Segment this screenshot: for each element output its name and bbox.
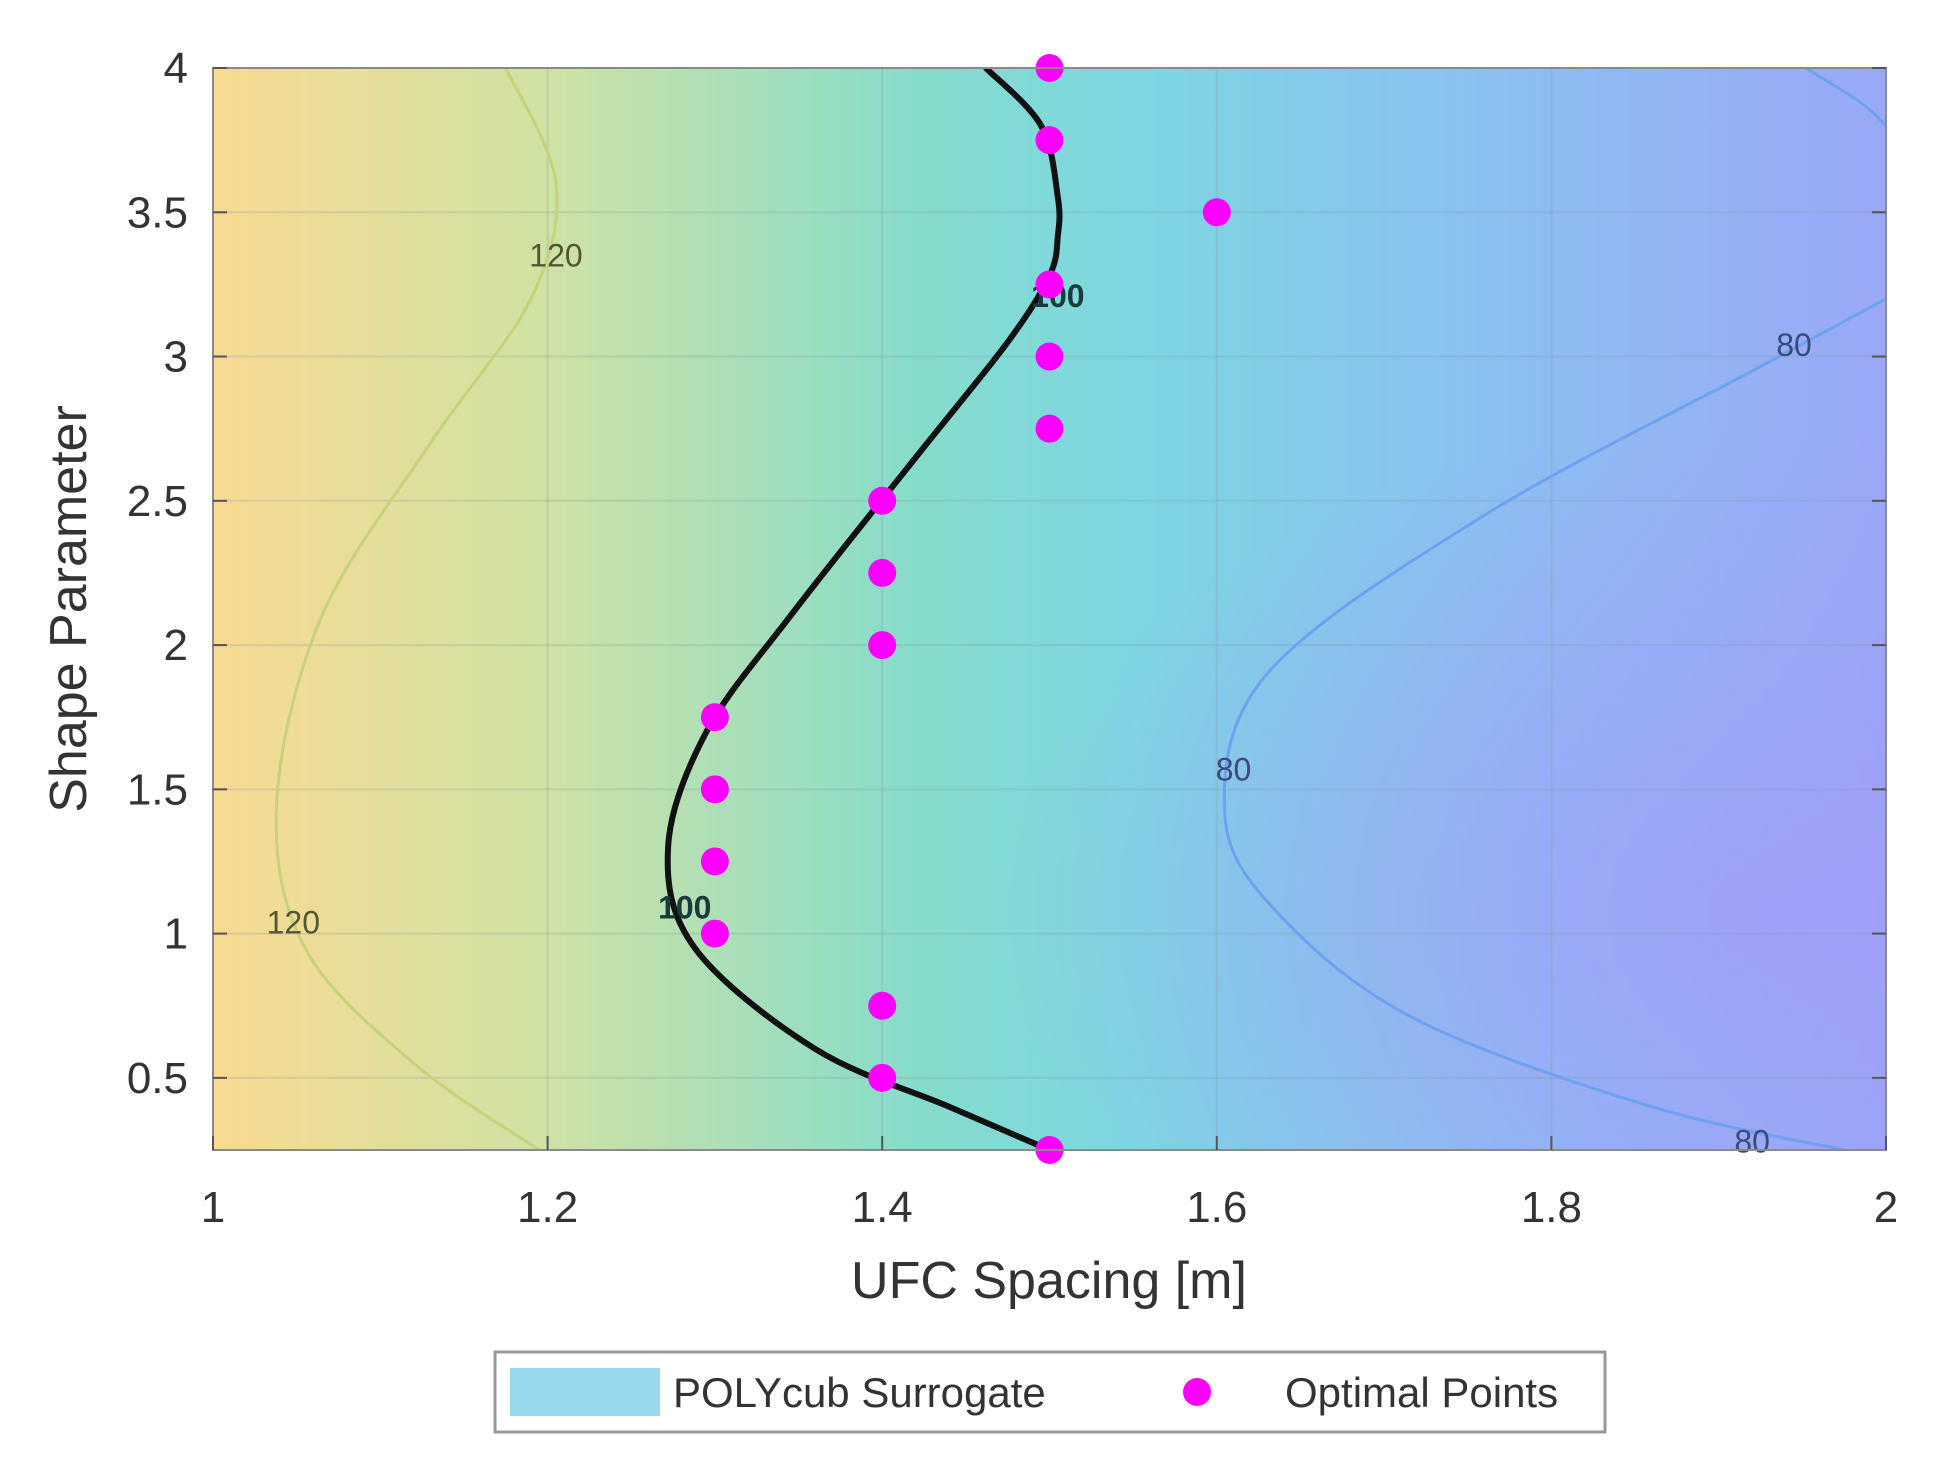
contour-label-80: 80 xyxy=(1734,1124,1770,1160)
x-tick-label: 1.2 xyxy=(517,1183,578,1232)
optimal-point xyxy=(868,486,897,515)
optimal-point xyxy=(700,775,729,804)
y-tick-label: 1.5 xyxy=(127,765,188,814)
plot-border xyxy=(212,67,1887,1151)
x-axis-label: UFC Spacing [m] xyxy=(851,1252,1247,1310)
optimal-point xyxy=(700,919,729,948)
contour-line-100 xyxy=(664,68,1063,1150)
legend-marker-optimal xyxy=(1183,1378,1211,1406)
x-tick-label: 1.6 xyxy=(1186,1183,1247,1232)
optimal-points xyxy=(700,54,1231,1164)
optimal-point xyxy=(700,847,729,876)
y-axis-ticks: 0.5 1 1.5 2 2.5 3 3.5 4 xyxy=(127,44,188,1103)
y-tick-label: 1 xyxy=(164,910,188,959)
optimal-point xyxy=(700,703,729,732)
x-tick-label: 2 xyxy=(1874,1183,1898,1232)
x-axis-ticks: 1 1.2 1.4 1.6 1.8 2 xyxy=(201,1183,1898,1232)
x-tick-label: 1 xyxy=(201,1183,225,1232)
optimal-point xyxy=(868,558,897,587)
tick-marks xyxy=(212,67,1887,1150)
y-tick-label: 3.5 xyxy=(127,188,188,237)
optimal-point xyxy=(1035,414,1064,443)
contour-label-80: 80 xyxy=(1776,327,1812,363)
legend-box xyxy=(493,1350,1607,1434)
legend-patch-surrogate xyxy=(510,1368,660,1416)
y-tick-label: 2.5 xyxy=(127,477,188,526)
contour-line-80 xyxy=(1804,68,1886,128)
contour-line-120 xyxy=(274,68,559,1150)
contour-label-120: 120 xyxy=(529,238,582,274)
optimal-point xyxy=(868,1063,897,1092)
optimal-point xyxy=(868,991,897,1020)
contour-line-80 xyxy=(1222,297,1886,1150)
surrogate-surface-shade xyxy=(213,68,1886,1150)
legend: POLYcub Surrogate Optimal Points xyxy=(493,1350,1607,1434)
contour-lines xyxy=(274,68,1886,1150)
contour-label-120: 120 xyxy=(267,904,320,940)
y-tick-label: 0.5 xyxy=(127,1054,188,1103)
y-tick-label: 2 xyxy=(164,621,188,670)
y-tick-label: 3 xyxy=(164,333,188,382)
optimal-point xyxy=(1035,342,1064,371)
y-axis-label: Shape Parameter xyxy=(40,405,98,813)
optimal-point xyxy=(1035,270,1064,299)
x-tick-label: 1.8 xyxy=(1521,1183,1582,1232)
contour-label-100: 100 xyxy=(658,890,711,926)
optimal-point xyxy=(1035,126,1064,155)
x-tick-label: 1.4 xyxy=(852,1183,913,1232)
legend-label-surrogate: POLYcub Surrogate xyxy=(673,1369,1046,1416)
y-tick-label: 4 xyxy=(164,44,188,93)
optimal-point xyxy=(868,631,897,660)
legend-label-optimal: Optimal Points xyxy=(1285,1369,1558,1416)
contour-label-80: 80 xyxy=(1216,751,1252,787)
optimal-point xyxy=(1202,198,1231,227)
